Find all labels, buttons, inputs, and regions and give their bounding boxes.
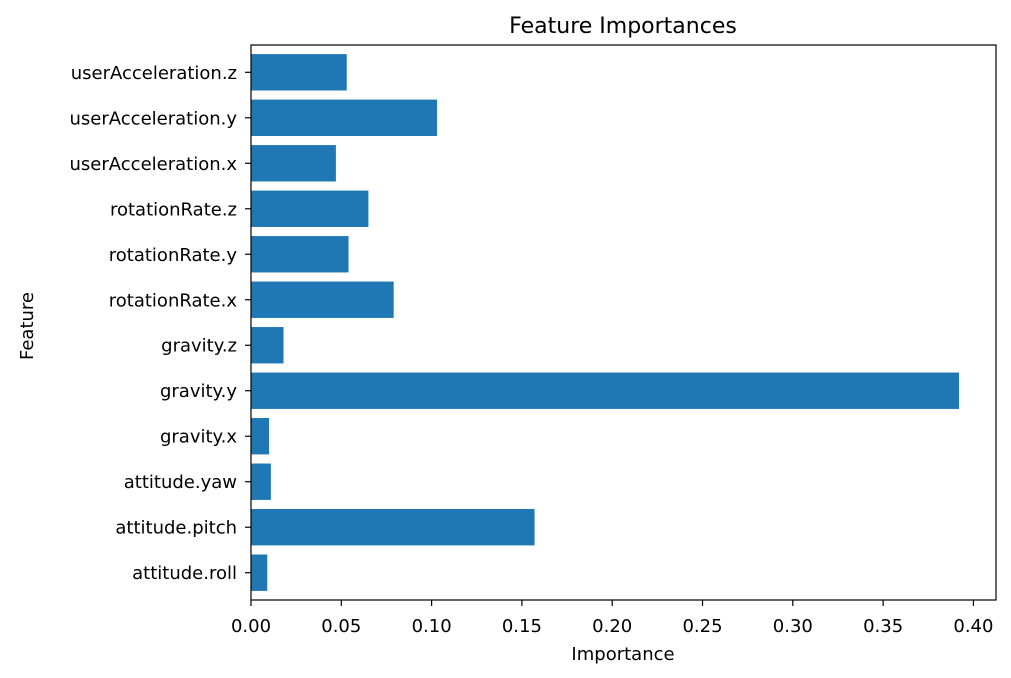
bar-attitude-pitch bbox=[251, 509, 535, 546]
bar-userAcceleration-x bbox=[251, 145, 336, 182]
bar-userAcceleration-z bbox=[251, 54, 347, 91]
y-tick-label: rotationRate.z bbox=[110, 199, 237, 220]
plot-area: attitude.roll attitude.pitch attitude.yaw g… bbox=[70, 44, 997, 637]
bar-gravity-x bbox=[251, 418, 270, 455]
plot-frame bbox=[250, 44, 997, 601]
x-tick-label: 0.35 bbox=[863, 616, 903, 637]
bar-attitude-roll bbox=[251, 554, 268, 591]
y-tick-label: gravity.x bbox=[160, 427, 237, 448]
bar-userAcceleration-y bbox=[251, 99, 438, 136]
bar-rotationRate-y bbox=[251, 236, 349, 273]
y-tick-label: userAcceleration.y bbox=[70, 108, 238, 129]
chart-title: Feature Importances bbox=[509, 14, 737, 39]
x-tick-label: 0.10 bbox=[412, 616, 452, 637]
bar-gravity-y bbox=[251, 372, 959, 409]
y-tick-label: rotationRate.y bbox=[109, 245, 238, 266]
bar-rotationRate-z bbox=[251, 190, 369, 227]
y-tick-label: userAcceleration.x bbox=[70, 154, 238, 175]
y-tick-label: attitude.yaw bbox=[124, 472, 237, 493]
x-tick-label: 0.20 bbox=[592, 616, 632, 637]
y-tick-label: attitude.pitch bbox=[115, 518, 237, 539]
y-tick-label: rotationRate.x bbox=[109, 290, 238, 311]
y-tick-label: attitude.roll bbox=[132, 563, 237, 584]
y-tick-label: gravity.z bbox=[161, 336, 237, 357]
y-tick-label: userAcceleration.z bbox=[71, 63, 237, 84]
x-tick-label: 0.15 bbox=[502, 616, 542, 637]
y-axis-label: Feature bbox=[17, 292, 38, 360]
x-tick-label: 0.25 bbox=[682, 616, 722, 637]
x-tick-label: 0.05 bbox=[321, 616, 361, 637]
bar-attitude-yaw bbox=[251, 463, 271, 500]
x-tick-label: 0.40 bbox=[953, 616, 993, 637]
y-tick-label: gravity.y bbox=[160, 381, 237, 402]
bar-rotationRate-x bbox=[251, 281, 394, 318]
x-axis-label: Importance bbox=[571, 644, 674, 665]
x-tick-label: 0.00 bbox=[231, 616, 271, 637]
x-tick-label: 0.30 bbox=[773, 616, 813, 637]
bar-gravity-z bbox=[251, 327, 284, 364]
